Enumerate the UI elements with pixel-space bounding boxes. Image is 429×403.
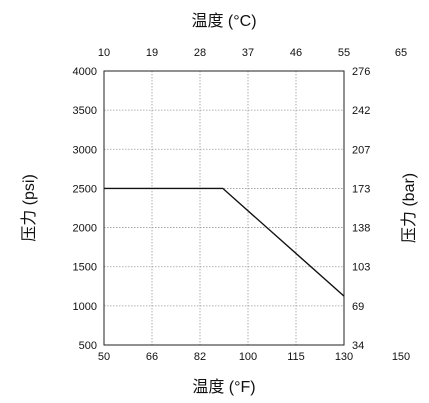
x-bottom-tick-label: 100 <box>239 351 257 363</box>
y-left-tick-label: 2000 <box>73 223 97 235</box>
x-bottom-extra-tick-label: 150 <box>392 351 410 363</box>
series-line <box>104 187 345 297</box>
y-right-tick-label: 242 <box>352 105 370 117</box>
x-bottom-tick-label: 82 <box>194 351 206 363</box>
y-left-tick-label: 1500 <box>73 262 97 274</box>
x-top-tick-label: 19 <box>146 47 158 59</box>
y-left-tick-label: 2500 <box>73 183 97 195</box>
y-right-tick-label: 207 <box>352 144 370 156</box>
y-right-tick-label: 69 <box>352 301 364 313</box>
x-top-extra-tick-label: 65 <box>395 47 407 59</box>
bottom-axis-title: 温度 (°F) <box>192 378 255 396</box>
x-top-tick-label: 37 <box>242 47 254 59</box>
tick-layer: 50 66 82 100 115 130 150 10 19 28 37 46 55 65 500 1000 1… <box>73 47 411 363</box>
y-right-tick-label: 276 <box>352 66 370 78</box>
x-bottom-tick-label: 50 <box>98 351 110 363</box>
top-axis-title: 温度 (°C) <box>191 12 256 30</box>
y-right-tick-label: 103 <box>352 262 370 274</box>
series-layer <box>104 187 345 297</box>
y-left-tick-label: 500 <box>79 340 97 352</box>
y-left-tick-label: 3000 <box>73 144 97 156</box>
y-right-tick-label: 138 <box>352 223 370 235</box>
grid <box>104 71 344 345</box>
x-top-tick-label: 10 <box>98 47 110 59</box>
right-axis-title: 压力 (bar) <box>400 173 418 243</box>
plot-frame <box>103 70 345 346</box>
x-bottom-tick-label: 130 <box>335 351 353 363</box>
y-left-tick-label: 4000 <box>73 66 97 78</box>
x-bottom-tick-label: 66 <box>146 351 158 363</box>
x-bottom-tick-label: 115 <box>287 351 305 363</box>
x-top-tick-label: 28 <box>194 47 206 59</box>
x-top-tick-label: 55 <box>338 47 350 59</box>
y-right-tick-label: 34 <box>352 340 364 352</box>
y-left-tick-label: 3500 <box>73 105 97 117</box>
y-left-tick-label: 1000 <box>73 301 97 313</box>
x-top-tick-label: 46 <box>290 47 302 59</box>
left-axis-title: 压力 (psi) <box>20 174 38 242</box>
y-right-tick-label: 173 <box>352 183 370 195</box>
